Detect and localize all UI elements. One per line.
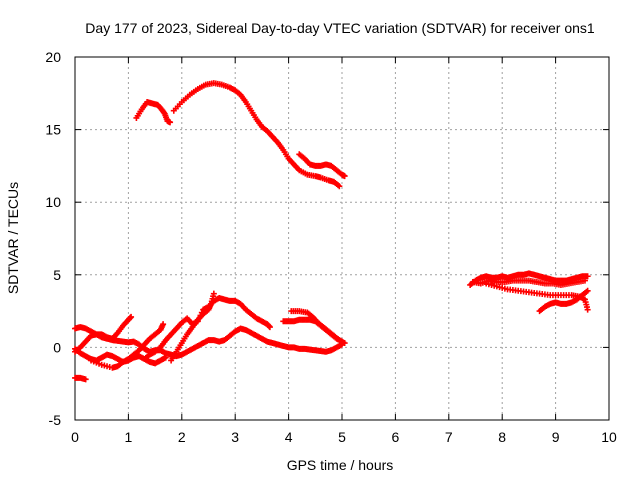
series-trace-j — [280, 316, 345, 345]
series-trace-k — [288, 308, 348, 347]
data-point-marker — [82, 376, 89, 383]
series-trace-b — [170, 80, 343, 190]
x-tick-label: 3 — [231, 429, 239, 445]
axis-ticks: 0 1 2 3 4 5 6 7 8 9 10 -5 0 5 10 15 20 — [45, 49, 617, 445]
data-point-marker — [584, 273, 591, 280]
x-tick-label: 4 — [285, 429, 293, 445]
data-point-marker — [210, 290, 217, 297]
series-trace-e — [72, 313, 135, 355]
data-point-marker — [584, 306, 591, 313]
y-tick-label: 10 — [45, 194, 61, 210]
data-point-marker — [336, 183, 343, 190]
chart-title: Day 177 of 2023, Sidereal Day-to-day VTE… — [85, 20, 595, 36]
series-trace-c — [296, 151, 348, 180]
y-tick-label: 0 — [53, 339, 61, 355]
series-trace-g — [88, 321, 167, 371]
y-axis-label: SDTVAR / TECUs — [5, 182, 21, 294]
series-trace-a — [133, 99, 174, 126]
x-tick-label: 5 — [338, 429, 346, 445]
x-tick-label: 1 — [125, 429, 133, 445]
series-trace-n — [469, 277, 588, 288]
x-tick-label: 7 — [445, 429, 453, 445]
data-points — [72, 80, 591, 383]
x-tick-label: 0 — [71, 429, 79, 445]
data-point-marker — [341, 173, 348, 180]
x-axis-label: GPS time / hours — [287, 457, 394, 473]
data-point-marker — [167, 119, 174, 126]
y-tick-label: -5 — [49, 412, 62, 428]
y-tick-label: 5 — [53, 267, 61, 283]
data-point-marker — [584, 287, 591, 294]
series-trace-l — [72, 374, 89, 383]
y-tick-label: 15 — [45, 122, 61, 138]
data-point-marker — [266, 324, 273, 331]
data-point-marker — [341, 340, 348, 347]
x-tick-label: 6 — [392, 429, 400, 445]
data-point-marker — [162, 354, 169, 361]
data-point-marker — [581, 277, 588, 284]
x-tick-label: 8 — [498, 429, 506, 445]
x-tick-label: 2 — [178, 429, 186, 445]
y-tick-label: 20 — [45, 49, 61, 65]
x-tick-label: 9 — [552, 429, 560, 445]
series-trace-p — [536, 287, 591, 315]
x-tick-label: 10 — [601, 429, 617, 445]
data-point-marker — [128, 313, 135, 320]
series-trace-i — [168, 290, 217, 364]
data-point-marker — [160, 321, 167, 328]
